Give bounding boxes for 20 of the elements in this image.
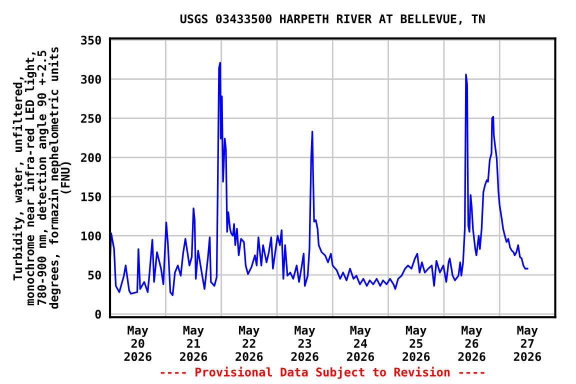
text: ---- Provisional Data Subject to Revision ----	[160, 366, 484, 379]
x-tick-label: May 21 2026	[180, 326, 208, 362]
y-tick-label: 100	[81, 231, 101, 240]
y-tick-label: 150	[81, 192, 101, 202]
x-tick-label: May 22 2026	[236, 326, 263, 362]
y-tick-label: 200	[81, 153, 101, 162]
x-tick-label: May 27 2026	[514, 326, 542, 362]
y-tick-label: 250	[81, 114, 101, 123]
x-tick-label: May 24 2026	[346, 326, 374, 362]
x-tick-label: May 25 2026	[402, 326, 430, 362]
y-tick-label: 50	[88, 270, 101, 280]
y-tick-label: 0	[95, 310, 101, 319]
y-tick-label: 350	[81, 36, 101, 45]
chart-title: USGS 03433500 HARPETH RIVER AT BELLEVUE, TN	[180, 14, 485, 25]
x-tick-label: May 26 2026	[458, 326, 486, 362]
x-tick-label: May 20 2026	[124, 326, 152, 362]
line-series	[110, 62, 528, 296]
y-axis-title: Turbidity, water, unfiltered, monochrome near infra-red LED light, 780-900 nm, detection angle 90 +-2.5 degrees, formazin nephelometric units (FNU)	[12, 47, 72, 309]
x-tick-label: May 23 2026	[291, 326, 318, 362]
y-tick-label: 300	[81, 74, 101, 84]
